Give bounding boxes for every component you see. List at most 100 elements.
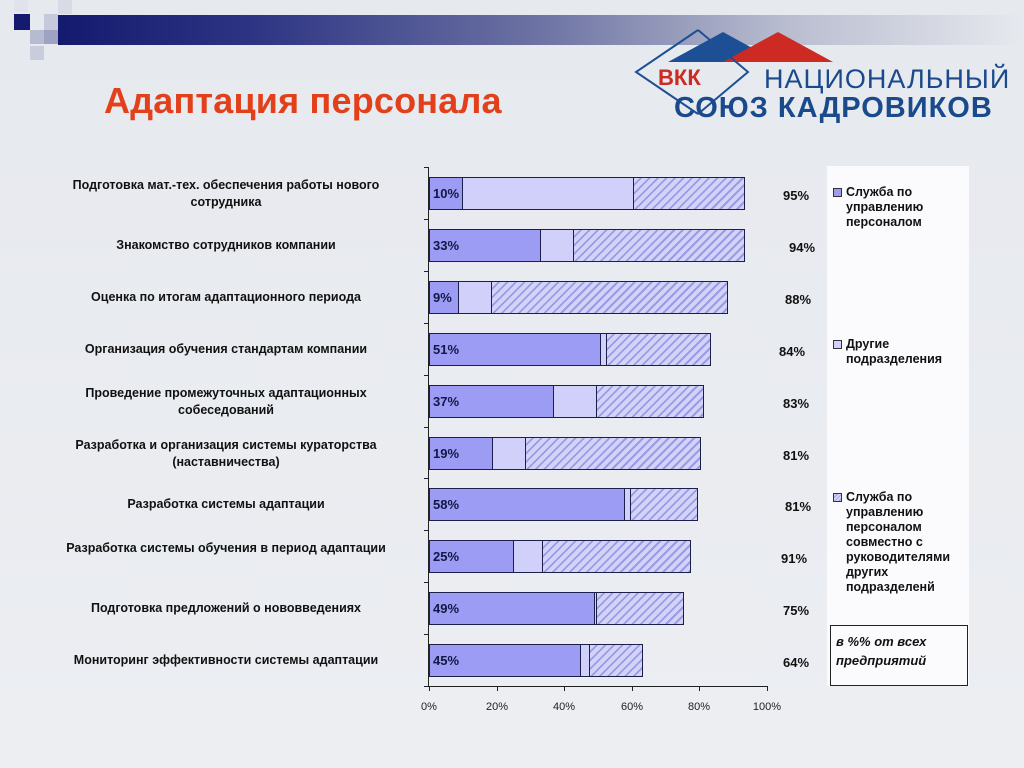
bar-segment [633, 177, 745, 210]
total-value-label: 83% [783, 396, 810, 411]
segment-value-label: 9% [433, 290, 452, 305]
x-tick [497, 686, 498, 691]
bar-segment [513, 540, 543, 573]
stacked-bar: 10% [429, 177, 745, 210]
x-axis [428, 686, 768, 687]
stacked-bar: 37% [429, 385, 704, 418]
y-tick [424, 323, 429, 324]
x-tick [564, 686, 565, 691]
x-tick [632, 686, 633, 691]
logo-line2: СОЮЗ КАДРОВИКОВ [674, 92, 993, 124]
category-label: Знакомство сотрудников компании [116, 238, 336, 252]
decor-square [14, 0, 28, 12]
bar-segment [596, 385, 704, 418]
logo-line1: НАЦИОНАЛЬНЫЙ [764, 64, 1011, 94]
y-tick [424, 427, 429, 428]
category-label: Проведение промежуточных адаптационных с… [85, 386, 367, 417]
logo-mountains-icon [634, 29, 833, 115]
decor-square [30, 30, 44, 44]
y-tick [424, 478, 429, 479]
y-tick [424, 271, 429, 272]
total-value-label: 94% [789, 240, 816, 255]
stacked-bar: 33% [429, 229, 745, 262]
bar-segment: 49% [429, 592, 595, 625]
x-tick-label: 100% [752, 701, 782, 713]
legend-swatch-icon [833, 188, 842, 197]
y-tick [424, 530, 429, 531]
bar-segment: 25% [429, 540, 514, 573]
total-value-label: 84% [779, 344, 806, 359]
legend-item-other: Другие подразделения [831, 337, 969, 367]
bar-segment [596, 592, 684, 625]
category-label: Мониторинг эффективности системы адаптац… [73, 653, 379, 667]
logo-abbr: ВКК [658, 65, 701, 90]
bar-segment [589, 644, 643, 677]
decor-square [14, 14, 30, 30]
bar-segment [542, 540, 691, 573]
bar-segment: 51% [429, 333, 601, 366]
x-tick-label: 0% [421, 701, 437, 713]
stacked-bar: 19% [429, 437, 701, 470]
segment-value-label: 37% [433, 394, 460, 409]
bar-segment [492, 437, 526, 470]
bar-segment [630, 488, 698, 521]
x-tick [699, 686, 700, 691]
header-gradient-bar [58, 15, 1024, 45]
bar-segment [491, 281, 728, 314]
bar-segment [573, 229, 745, 262]
bar-segment [525, 437, 701, 470]
bar-segment: 58% [429, 488, 625, 521]
segment-value-label: 45% [433, 653, 460, 668]
x-tick-label: 80% [687, 701, 711, 713]
y-tick [424, 167, 429, 168]
decor-square [44, 14, 58, 30]
legend-item-hr: Служба по управлению персоналом [831, 185, 969, 230]
bar-segment [462, 177, 634, 210]
legend: Служба по управлению персоналом Другие п… [827, 166, 969, 686]
y-tick [424, 219, 429, 220]
x-tick [429, 686, 430, 691]
x-tick-label: 40% [552, 701, 576, 713]
y-tick [424, 634, 429, 635]
segment-value-label: 51% [433, 342, 460, 357]
bar-segment: 9% [429, 281, 459, 314]
total-value-label: 75% [783, 603, 810, 618]
total-value-label: 88% [785, 292, 812, 307]
legend-swatch-icon [833, 340, 842, 349]
bar-segment: 37% [429, 385, 554, 418]
x-tick-label: 60% [620, 701, 644, 713]
bar-segment [540, 229, 574, 262]
decor-square [44, 30, 58, 44]
segment-value-label: 19% [433, 446, 460, 461]
segment-value-label: 10% [433, 186, 460, 201]
stacked-bar: 9% [429, 281, 728, 314]
category-label: Разработка и организация системы куратор… [75, 438, 377, 469]
category-label: Подготовка предложений о нововведениях [90, 601, 362, 615]
y-tick [424, 582, 429, 583]
stacked-bar: 25% [429, 540, 691, 573]
x-tick-label: 20% [485, 701, 509, 713]
legend-label: Служба по управлению персоналом совместн… [846, 490, 950, 594]
bar-segment [606, 333, 711, 366]
segment-value-label: 33% [433, 238, 460, 253]
y-tick [424, 686, 429, 687]
page-title: Адаптация персонала [104, 80, 502, 121]
stacked-bar: 45% [429, 644, 643, 677]
bar-segment [458, 281, 492, 314]
category-label: Подготовка мат.-тех. обеспечения работы … [72, 178, 380, 209]
legend-swatch-hatched-icon [833, 493, 842, 502]
total-value-label: 95% [783, 188, 810, 203]
stacked-bar: 51% [429, 333, 711, 366]
legend-label: Служба по управлению персоналом [846, 185, 924, 229]
logo: ВКК НАЦИОНАЛЬНЫЙ СОЮЗ КАДРОВИКОВ [628, 28, 1018, 128]
bar-segment: 10% [429, 177, 463, 210]
category-label: Разработка системы обучения в период ада… [66, 541, 386, 555]
y-tick [424, 375, 429, 376]
total-value-label: 91% [781, 551, 808, 566]
total-value-label: 81% [783, 448, 810, 463]
legend-item-joint: Служба по управлению персоналом совместн… [831, 490, 969, 595]
bar-segment: 33% [429, 229, 541, 262]
category-label: Организация обучения стандартам компании [84, 342, 368, 356]
category-label: Разработка системы адаптации [127, 497, 325, 511]
